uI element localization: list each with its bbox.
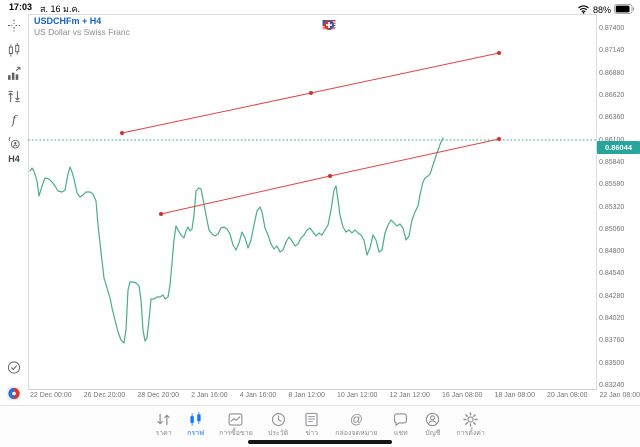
time-axis-label: 12 Jan 12:00	[389, 392, 430, 399]
time-axis-label: 26 Dec 20:00	[83, 392, 126, 399]
price-line-series	[29, 137, 444, 344]
tab-history[interactable]: ประวัติ	[268, 411, 288, 438]
time-axis-label: 28 Dec 20:00	[137, 392, 180, 399]
settings-icon	[462, 411, 479, 428]
timeframe-button[interactable]: H4	[8, 154, 20, 164]
current-price-badge: 0.86044	[597, 141, 640, 154]
quotes-icon	[155, 411, 172, 428]
time-axis-label: 8 Jan 12:00	[288, 392, 325, 399]
time-axis[interactable]: 22 Dec 00:00 26 Dec 20:00 28 Dec 20:00 2 Ja…	[30, 392, 640, 404]
tab-news[interactable]: ข่าว	[303, 411, 320, 438]
price-axis-label: 0.86100	[599, 137, 640, 145]
time-axis-label: 22 Dec 00:00	[30, 392, 72, 399]
trendline-lower-anchor[interactable]	[497, 137, 501, 141]
time-axis-label: 4 Jan 16:00	[239, 392, 277, 399]
app-logo-icon	[6, 385, 23, 402]
price-axis-label: 0.84540	[599, 270, 625, 278]
price-axis-label: 0.87400	[599, 25, 625, 32]
time-axis-label: 18 Jan 08:00	[494, 392, 535, 399]
crosshair-icon[interactable]	[6, 17, 23, 34]
time-axis-label: 10 Jan 12:00	[336, 392, 378, 399]
price-axis-label: 0.84800	[599, 248, 625, 256]
symbol-description: US Dollar vs Swiss Franc	[34, 27, 130, 38]
check-circle-icon[interactable]	[6, 359, 23, 376]
tab-trade[interactable]: การซื้อขาย	[219, 411, 253, 438]
time-axis-label: 20 Jan 08:00	[547, 392, 588, 399]
price-axis-label: 0.86880	[599, 69, 625, 77]
tab-settings[interactable]: การตั้งค่า	[456, 411, 485, 438]
tab-accounts[interactable]: บัญชี	[424, 411, 441, 438]
chart-icon	[187, 411, 204, 428]
objects-icon[interactable]	[6, 134, 23, 151]
candlestick-icon[interactable]	[6, 42, 23, 59]
history-icon	[270, 411, 287, 428]
price-axis-label: 0.85060	[599, 225, 625, 233]
symbol-title: USDCHFm + H4	[34, 16, 102, 26]
tab-label: บัญชี	[425, 430, 441, 437]
trade-icon	[227, 411, 244, 428]
price-axis-label: 0.83760	[599, 337, 625, 345]
chart-header: USDCHFm + H4 US Dollar vs Swiss Franc	[34, 16, 130, 38]
news-icon	[303, 411, 320, 428]
tab-label: การซื้อขาย	[219, 430, 253, 437]
tab-label: แชท	[393, 430, 408, 437]
trendline-lower-anchor[interactable]	[328, 174, 332, 178]
tab-label: กล่องจดหมาย	[335, 430, 378, 437]
tab-label: ประวัติ	[267, 430, 289, 437]
tab-label: ราคา	[155, 430, 172, 437]
time-axis-label: 22 Jan 08:00	[599, 392, 640, 399]
price-axis-label: 0.85840	[599, 158, 625, 166]
price-axis-label: 0.85320	[599, 203, 625, 211]
price-axis-label: 0.86620	[599, 91, 625, 99]
status-bar: 17:03 ส. 16 ม.ค. 88%	[0, 0, 640, 15]
trendline-lower-anchor[interactable]	[159, 212, 163, 216]
battery-icon	[614, 1, 635, 19]
chart-area[interactable]: USDCHFm + H4 US Dollar vs Swiss Franc	[28, 14, 597, 390]
svg-text:f: f	[11, 113, 19, 127]
price-chart-canvas[interactable]	[28, 14, 597, 390]
time-axis-label: 2 Jan 16:00	[191, 392, 228, 399]
tab-mailbox[interactable]: @ กล่องจดหมาย	[335, 411, 377, 438]
wifi-icon	[577, 1, 590, 19]
price-axis-label: 0.84280	[599, 292, 625, 300]
price-axis-label: 0.85580	[599, 181, 625, 189]
trendline-upper-anchor[interactable]	[309, 91, 313, 95]
svg-text:@: @	[350, 412, 363, 427]
chat-icon	[392, 411, 409, 428]
tab-charts[interactable]: กราฟ	[187, 411, 204, 438]
battery-percent: 88%	[592, 5, 611, 15]
volumes-icon[interactable]	[6, 65, 23, 82]
home-indicator[interactable]	[248, 440, 392, 444]
tab-chat[interactable]: แชท	[392, 411, 409, 438]
price-axis-label: 0.87140	[599, 47, 625, 55]
price-axis-label: 0.84020	[599, 315, 625, 323]
time-axis-label: 16 Jan 08:00	[441, 392, 483, 399]
price-axis[interactable]: 0.87400 0.87140 0.86880 0.86620 0.86360 0.861…	[599, 25, 640, 390]
chf-flag-icon	[324, 20, 348, 31]
chart-tools-sidebar: f H4	[0, 14, 28, 405]
trendline-upper-anchor[interactable]	[120, 131, 124, 135]
price-axis-label: 0.86360	[599, 114, 625, 122]
function-icon[interactable]: f	[6, 111, 23, 128]
scale-arrows-icon[interactable]	[6, 88, 23, 105]
status-date: ส. 16 ม.ค.	[40, 4, 80, 14]
symbol-flags	[312, 20, 348, 31]
mailbox-icon: @	[348, 411, 365, 428]
price-axis-label: 0.83500	[599, 359, 625, 367]
account-icon	[424, 411, 441, 428]
clock-time: 17:03	[9, 2, 33, 12]
tab-label: กราฟ	[187, 430, 205, 437]
price-axis-label: 0.83240	[599, 382, 625, 389]
tab-label: การตั้งค่า	[456, 430, 485, 437]
trendline-upper-anchor[interactable]	[497, 51, 501, 55]
tab-label: ข่าว	[305, 430, 319, 437]
tab-quotes[interactable]: ราคา	[155, 411, 172, 438]
